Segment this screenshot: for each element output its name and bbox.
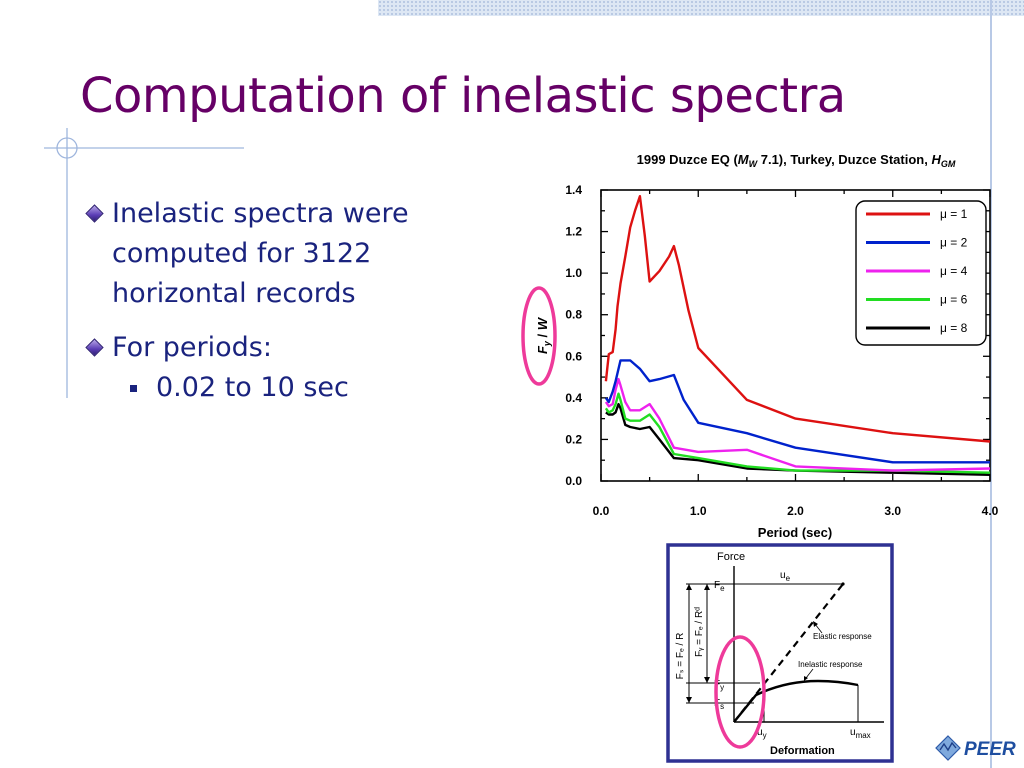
y-tick-label: 1.4 — [565, 183, 582, 197]
chart-title: 1999 Duzce EQ (MW 7.1), Turkey, Duzce St… — [637, 152, 956, 169]
fs-dimension-arrow-bottom — [686, 697, 692, 703]
fy-dimension-arrow-bottom — [704, 677, 710, 683]
inelastic-response-curve — [733, 679, 859, 723]
legend-label: μ = 2 — [940, 236, 968, 250]
elastic-response-end-marker — [841, 582, 845, 586]
force-label: Force — [717, 551, 745, 563]
peer-logo-text: PEER — [964, 739, 1016, 760]
diagram-highlight-ellipse — [714, 635, 766, 749]
x-tick-label: 2.0 — [787, 504, 804, 518]
legend-label: μ = 4 — [940, 264, 968, 278]
bullet-text: Inelastic spectra were computed for 3122… — [112, 198, 409, 309]
peer-logo-diamond-icon — [935, 735, 961, 761]
y-tick-label: 0.8 — [565, 308, 582, 322]
umax-label: umax — [850, 727, 871, 740]
y-tick-label: 0.0 — [565, 474, 582, 488]
ue-label: ue — [780, 570, 791, 583]
y-tick-label: 0.4 — [565, 391, 582, 405]
axis-ticks: 0.0 1.0 2.0 3.0 4.00.00.20.40.60.81.01.21.4 — [565, 183, 998, 518]
x-tick-label: 1.0 — [690, 504, 707, 518]
fy-equation: Fᵧ = Fₑ / Rᵈ — [694, 607, 705, 657]
diamond-bullet-icon — [85, 204, 104, 223]
bullet-item: Inelastic spectra were computed for 3122… — [84, 194, 484, 314]
ylabel-highlight-ellipse — [521, 286, 557, 386]
series-line — [604, 359, 990, 464]
inelastic-annotation-leader — [805, 668, 814, 679]
series-line — [605, 402, 991, 476]
series-line — [604, 392, 991, 474]
fy-dimension-arrow-top — [704, 584, 710, 590]
inelastic-response-label: Inelastic response — [798, 660, 863, 669]
uy-label: uy — [757, 727, 767, 740]
sub-bullet-item: 0.02 to 10 sec — [84, 368, 484, 408]
diamond-bullet-icon — [85, 338, 104, 357]
deformation-label: Deformation — [770, 745, 835, 757]
series-line — [604, 377, 991, 472]
crosshair-decoration — [44, 128, 244, 398]
y-axis-label: Fy / W — [535, 316, 552, 354]
square-bullet-icon — [130, 385, 137, 392]
plot-frame — [600, 189, 991, 482]
slide-title: Computation of inelastic spectra — [80, 68, 846, 124]
diagram-frame — [666, 543, 894, 763]
fs-dimension-arrow-top — [686, 584, 692, 590]
legend: μ = 1 μ = 2 μ = 4 μ = 6 μ = 8 — [866, 207, 968, 335]
header-pattern-band — [378, 0, 1024, 16]
peer-logo: PEER — [935, 735, 1016, 761]
elastic-annotation-arrow — [813, 621, 818, 627]
series-group — [604, 194, 991, 476]
legend-label: μ = 1 — [940, 207, 968, 221]
fs-label: Fs — [714, 698, 724, 711]
elastic-response-label: Elastic response — [813, 632, 872, 641]
fs-equation: Fₛ = Fₑ / R — [675, 633, 686, 680]
legend-label: μ = 6 — [940, 293, 968, 307]
x-tick-label: 3.0 — [884, 504, 901, 518]
legend-box — [855, 200, 987, 346]
bullet-item: For periods: — [84, 328, 484, 368]
right-divider-line — [990, 0, 992, 768]
elastic-response-line — [733, 583, 844, 723]
y-tick-label: 0.6 — [565, 349, 582, 363]
y-tick-label: 1.2 — [565, 225, 582, 239]
legend-label: μ = 8 — [940, 321, 968, 335]
bullet-text: For periods: — [112, 332, 272, 363]
fy-label: Fy — [714, 679, 724, 692]
elastic-annotation-leader — [814, 623, 823, 634]
y-tick-label: 1.0 — [565, 266, 582, 280]
sub-bullet-text: 0.02 to 10 sec — [156, 372, 349, 403]
inelastic-annotation-arrow — [804, 676, 808, 681]
x-axis-label: Period (sec) — [758, 525, 832, 540]
x-tick-label: 0.0 — [593, 504, 610, 518]
series-line — [604, 194, 991, 443]
fe-label: Fe — [714, 580, 725, 593]
bullet-list: Inelastic spectra were computed for 3122… — [84, 194, 484, 408]
y-tick-label: 0.2 — [565, 432, 582, 446]
